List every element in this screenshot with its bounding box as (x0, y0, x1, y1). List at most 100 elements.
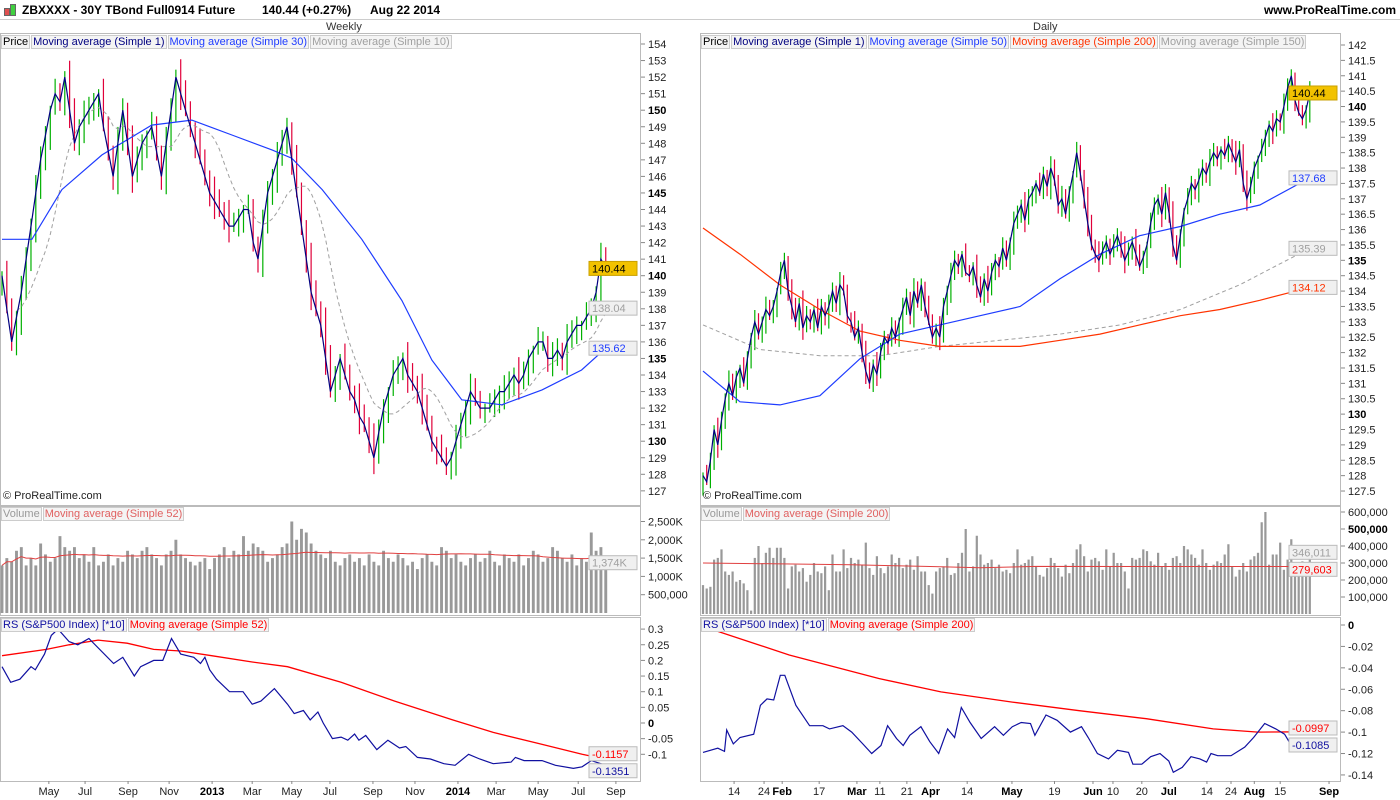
ma150-line (702, 247, 1311, 357)
legend-ma10[interactable]: Moving average (Simple 10) (310, 35, 452, 49)
volume-value-box: 1,374K (592, 558, 628, 570)
x-axis-label: 2013 (200, 786, 224, 798)
site-link[interactable]: www.ProRealTime.com (1263, 3, 1396, 17)
rs-tick-label: -0.14 (1348, 770, 1373, 782)
daily-chart (701, 69, 1311, 614)
volume-tick-label: 300,000 (1348, 558, 1388, 570)
ma200-line (702, 227, 1310, 347)
price-tick-label: 139 (648, 287, 666, 299)
legend-price[interactable]: Price (1, 35, 31, 49)
price-value-box: 140.44 (1292, 88, 1326, 100)
x-axis-label: Apr (921, 786, 941, 798)
price-tick-label: 138 (648, 304, 666, 316)
price-tick-label: 147 (648, 155, 666, 167)
rs-panel[interactable] (0, 617, 641, 782)
legend-volume-ma[interactable]: Moving average (Simple 52) (42, 507, 185, 521)
legend-ma1[interactable]: Moving average (Simple 1) (31, 35, 167, 49)
rs-tick-label: 0.15 (648, 671, 669, 683)
daily-volume-legend: Volume Moving average (Simple 200) (701, 507, 891, 521)
legend-volume[interactable]: Volume (1, 507, 42, 521)
price-value-box: 140.44 (592, 263, 626, 275)
rs-value-box: -0.1157 (592, 749, 629, 761)
price-tick-label: 135 (1348, 255, 1366, 267)
legend-rs-ma[interactable]: Moving average (Simple 200) (827, 618, 976, 632)
price-tick-label: 134 (648, 370, 666, 382)
weekly-rs-legend: RS (S&P500 Index) [*10] Moving average (… (1, 618, 270, 632)
rs-line (1, 628, 606, 770)
price-tick-label: 133.5 (1348, 301, 1376, 313)
volume-tick-label: 400,000 (1348, 541, 1388, 553)
legend-ma30[interactable]: Moving average (Simple 30) (167, 35, 310, 49)
x-axis-label: May (1001, 786, 1023, 798)
x-axis-label: Jul (1161, 786, 1177, 798)
price-tick-label: 131 (648, 420, 666, 432)
rs-tick-label: 0.3 (648, 624, 663, 636)
legend-ma200[interactable]: Moving average (Simple 200) (1010, 35, 1158, 49)
x-axis-label: Sep (1319, 786, 1339, 798)
legend-rs-ma[interactable]: Moving average (Simple 52) (127, 618, 270, 632)
price-tick-label: 136 (1348, 225, 1366, 237)
price-tick-label: 132.5 (1348, 332, 1376, 344)
legend-price[interactable]: Price (701, 35, 731, 49)
x-axis-label: Sep (363, 786, 383, 798)
price-tick-label: 129 (648, 453, 666, 465)
rs-tick-label: -0.02 (1348, 641, 1373, 653)
legend-volume[interactable]: Volume (701, 507, 742, 521)
weekly-period-label: Weekly (326, 21, 362, 33)
daily-price-legend: Price Moving average (Simple 1) Moving a… (701, 35, 1307, 49)
legend-ma50[interactable]: Moving average (Simple 50) (867, 35, 1010, 49)
price-tick-label: 138 (1348, 163, 1366, 175)
rs-panel[interactable] (700, 617, 1341, 782)
price-panel[interactable] (0, 33, 641, 506)
price-tick-label: 149 (648, 122, 666, 134)
last-price-change: 140.44 (+0.27%) (262, 3, 352, 17)
quote-date: Aug 22 2014 (370, 3, 441, 17)
legend-rs[interactable]: RS (S&P500 Index) [*10] (701, 618, 827, 632)
volume-tick-label: 1,500K (648, 553, 684, 565)
price-tick-label: 137 (1348, 194, 1366, 206)
x-axis-label: 14 (1201, 786, 1213, 798)
rs-value-box: -0.1351 (592, 766, 629, 778)
price-tick-label: 136.5 (1348, 209, 1376, 221)
volume-value-box: 279,603 (1292, 564, 1332, 576)
x-axis-label: Nov (405, 786, 425, 798)
rs-tick-label: 0.2 (648, 655, 663, 667)
price-tick-label: 135 (648, 353, 666, 365)
x-axis-label: Nov (159, 786, 179, 798)
legend-rs[interactable]: RS (S&P500 Index) [*10] (1, 618, 127, 632)
rs-tick-label: 0.1 (648, 687, 663, 699)
volume-tick-label: 200,000 (1348, 575, 1388, 587)
rs-tick-label: -0.08 (1348, 706, 1373, 718)
price-tick-label: 150 (648, 105, 666, 117)
x-axis-label: 24 (758, 786, 770, 798)
price-tick-label: 137.5 (1348, 178, 1376, 190)
x-axis-label: Sep (118, 786, 138, 798)
price-tick-label: 134.5 (1348, 271, 1376, 283)
volume-tick-label: 500,000 (1348, 524, 1388, 536)
legend-ma150[interactable]: Moving average (Simple 150) (1158, 35, 1307, 49)
x-axis-label: 14 (961, 786, 973, 798)
price-tick-label: 142 (1348, 40, 1366, 52)
weekly-chart (0, 59, 608, 613)
x-axis-label: 10 (1107, 786, 1119, 798)
x-axis-label: 19 (1048, 786, 1060, 798)
price-value-box: 134.12 (1292, 282, 1326, 294)
legend-ma1[interactable]: Moving average (Simple 1) (731, 35, 867, 49)
price-panel[interactable] (700, 33, 1341, 506)
price-tick-label: 134 (1348, 286, 1366, 298)
rs-tick-label: -0.1 (1348, 727, 1367, 739)
x-axis-label: 17 (813, 786, 825, 798)
x-axis-label: May (281, 786, 302, 798)
price-tick-label: 143 (648, 221, 666, 233)
price-tick-label: 148 (648, 138, 666, 150)
ma30-line (2, 119, 607, 406)
price-tick-label: 140 (648, 271, 666, 283)
price-value-box: 137.68 (1292, 173, 1326, 185)
price-tick-label: 153 (648, 56, 666, 68)
price-tick-label: 133 (1348, 317, 1366, 329)
legend-volume-ma[interactable]: Moving average (Simple 200) (742, 507, 891, 521)
price-tick-label: 141.5 (1348, 55, 1376, 67)
rs-tick-label: 0.05 (648, 702, 669, 714)
rs-ma-line (1, 639, 606, 760)
